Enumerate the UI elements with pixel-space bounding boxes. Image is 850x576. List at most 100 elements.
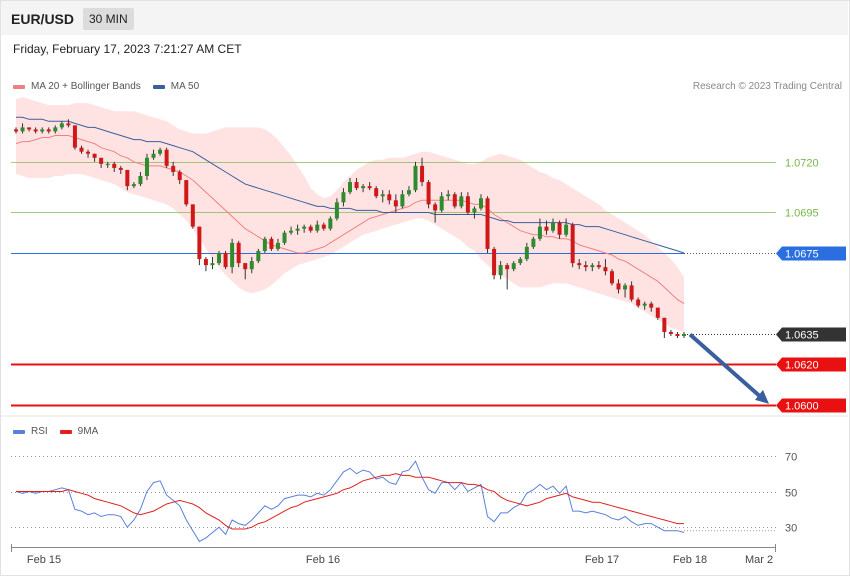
- candle-body: [465, 196, 470, 213]
- candle-body: [426, 182, 431, 205]
- x-tick-label: Feb 18: [673, 554, 707, 566]
- price-legend: MA 20 + Bollinger Bands MA 50: [13, 81, 199, 92]
- candle-body: [236, 242, 241, 264]
- candle-body: [92, 153, 97, 158]
- forecast-arrow: [688, 332, 766, 402]
- candle-body: [551, 222, 556, 231]
- rsi-tick-30: 30: [785, 523, 797, 535]
- candle-body: [269, 238, 274, 249]
- candle-body: [596, 265, 601, 268]
- level-1-0675-tag: [776, 246, 846, 261]
- ma20-legend-label: MA 20 + Bollinger Bands: [31, 81, 141, 92]
- candle-body: [282, 232, 287, 243]
- candle-body: [616, 283, 621, 290]
- 9ma-legend-label: 9MA: [77, 426, 99, 437]
- level-1-0720-label: 1.0720: [785, 158, 819, 170]
- level-1-0635-label: 1.0635: [785, 330, 819, 342]
- candle-body: [66, 123, 71, 126]
- candle-body: [53, 127, 58, 132]
- ma20-legend-swatch: [13, 84, 25, 89]
- level-1-0620-label: 1.0620: [785, 360, 819, 372]
- candle-body: [230, 242, 235, 268]
- candle-body: [79, 147, 84, 152]
- candle-body: [518, 259, 523, 264]
- candle-body: [636, 299, 641, 306]
- candle-body: [348, 182, 352, 193]
- candle-body: [151, 153, 156, 158]
- chart-header: EUR/USD 30 MIN: [1, 1, 848, 35]
- candle-body: [321, 224, 326, 229]
- timeframe-button[interactable]: 30 MIN: [83, 8, 134, 30]
- candle-body: [537, 226, 542, 239]
- level-1-0675-label: 1.0675: [785, 249, 819, 261]
- candle-body: [256, 250, 261, 262]
- candle-body: [171, 165, 176, 172]
- rsi-tick-70: 70: [785, 452, 797, 464]
- candle-body: [328, 218, 333, 229]
- candle-body: [662, 317, 667, 332]
- candle-body: [623, 285, 628, 290]
- bollinger-band: [16, 97, 684, 332]
- candle-body: [393, 200, 398, 207]
- rsi-tick-50: 50: [785, 488, 797, 500]
- candle-body: [249, 261, 254, 270]
- candle-body: [112, 163, 117, 168]
- 9ma-line: [16, 473, 684, 530]
- candle-body: [131, 184, 136, 187]
- candle-body: [164, 149, 169, 166]
- candle-body: [420, 165, 425, 183]
- candle-body: [387, 194, 392, 201]
- candle-body: [459, 196, 464, 207]
- candle-body: [118, 167, 123, 170]
- candle-body: [675, 333, 680, 337]
- x-tick-label: Feb 15: [27, 554, 61, 566]
- candle-body: [334, 202, 339, 219]
- candle-body: [511, 263, 516, 270]
- candle-body: [158, 149, 163, 154]
- candle-body: [190, 204, 195, 227]
- candle-body: [668, 331, 673, 334]
- candle-body: [655, 307, 660, 318]
- candle-body: [341, 192, 346, 203]
- candle-body: [86, 151, 91, 154]
- candle-body: [275, 242, 280, 249]
- x-tick-label: Feb 17: [585, 554, 619, 566]
- candle-body: [564, 224, 569, 235]
- candle-body: [406, 190, 411, 195]
- rsi-legend-label: RSI: [31, 426, 48, 437]
- candle-body: [354, 182, 359, 189]
- candle-body: [125, 169, 130, 187]
- candle-body: [289, 230, 294, 233]
- rsi-legend: RSI 9MA: [13, 426, 98, 437]
- candle-body: [243, 263, 248, 270]
- forecast-arrow-head: [755, 389, 769, 404]
- candle-body: [570, 224, 575, 264]
- candle-body: [478, 198, 483, 209]
- candle-body: [262, 238, 267, 251]
- candle-body: [27, 127, 32, 130]
- candle-body: [295, 228, 300, 231]
- candle-body: [531, 238, 536, 247]
- candle-body: [177, 171, 182, 181]
- x-tick-label: Mar 2: [745, 554, 773, 566]
- rsi-legend-swatch: [13, 429, 25, 434]
- candle-body: [649, 303, 654, 308]
- candle-body: [374, 188, 379, 197]
- candle-body: [315, 224, 320, 231]
- candle-body: [472, 208, 477, 213]
- candle-body: [367, 186, 372, 189]
- candle-body: [223, 252, 228, 268]
- candle-body: [577, 263, 582, 266]
- candle-body: [446, 194, 451, 197]
- candle-body: [46, 129, 51, 132]
- candle-body: [138, 176, 143, 185]
- candle-body: [380, 194, 385, 197]
- candle-body: [302, 226, 307, 229]
- candle-body: [492, 248, 497, 276]
- level-1-0635-tag: [776, 327, 846, 342]
- candle-body: [72, 125, 77, 148]
- candle-body: [99, 157, 104, 164]
- ma50-legend-swatch: [152, 84, 165, 89]
- copyright-text: Research © 2023 Trading Central: [692, 81, 842, 92]
